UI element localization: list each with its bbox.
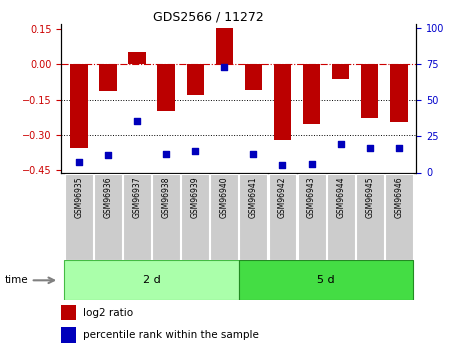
Point [133, 118, 141, 124]
Point [192, 148, 199, 154]
Bar [152, 174, 180, 260]
Text: GSM96942: GSM96942 [278, 176, 287, 218]
Text: GSM96936: GSM96936 [104, 176, 113, 218]
Bar [128, 52, 146, 64]
Bar [181, 174, 209, 260]
Text: GSM96938: GSM96938 [162, 176, 171, 218]
Text: GSM96935: GSM96935 [74, 176, 83, 218]
Text: GSM96945: GSM96945 [365, 176, 374, 218]
Bar [216, 28, 233, 64]
Bar [269, 174, 297, 260]
Bar [274, 64, 291, 139]
Bar [64, 260, 239, 300]
Text: log2 ratio: log2 ratio [83, 308, 133, 318]
Point [104, 152, 112, 158]
Bar [298, 174, 325, 260]
Point [279, 162, 286, 168]
Text: GSM96941: GSM96941 [249, 176, 258, 218]
Bar [303, 64, 320, 124]
Text: GSM96946: GSM96946 [394, 176, 403, 218]
Bar [123, 174, 151, 260]
Point [308, 161, 315, 167]
Point [162, 151, 170, 157]
Text: GSM96944: GSM96944 [336, 176, 345, 218]
Point [395, 145, 403, 151]
Bar [361, 64, 378, 118]
Bar [158, 64, 175, 111]
Bar [356, 174, 384, 260]
Bar [94, 174, 122, 260]
Bar [390, 64, 408, 122]
Bar [210, 174, 238, 260]
Bar [385, 174, 413, 260]
Bar [332, 64, 350, 79]
Bar [99, 64, 117, 91]
Bar [186, 64, 204, 95]
Bar [70, 64, 88, 148]
Point [220, 65, 228, 70]
Bar [65, 174, 93, 260]
Text: 5 d: 5 d [317, 275, 335, 285]
Text: GSM96940: GSM96940 [220, 176, 229, 218]
Bar [239, 174, 267, 260]
Text: percentile rank within the sample: percentile rank within the sample [83, 330, 259, 340]
Bar [245, 64, 262, 90]
Text: GSM96939: GSM96939 [191, 176, 200, 218]
Point [366, 145, 374, 151]
Bar [239, 260, 413, 300]
Text: GDS2566 / 11272: GDS2566 / 11272 [153, 10, 263, 23]
Point [250, 151, 257, 157]
Text: time: time [5, 275, 28, 285]
Bar [327, 174, 355, 260]
Bar [61, 327, 76, 343]
Point [337, 141, 344, 147]
Bar [61, 305, 76, 320]
Point [75, 160, 83, 165]
Text: 2 d: 2 d [143, 275, 160, 285]
Text: GSM96937: GSM96937 [132, 176, 141, 218]
Text: GSM96943: GSM96943 [307, 176, 316, 218]
